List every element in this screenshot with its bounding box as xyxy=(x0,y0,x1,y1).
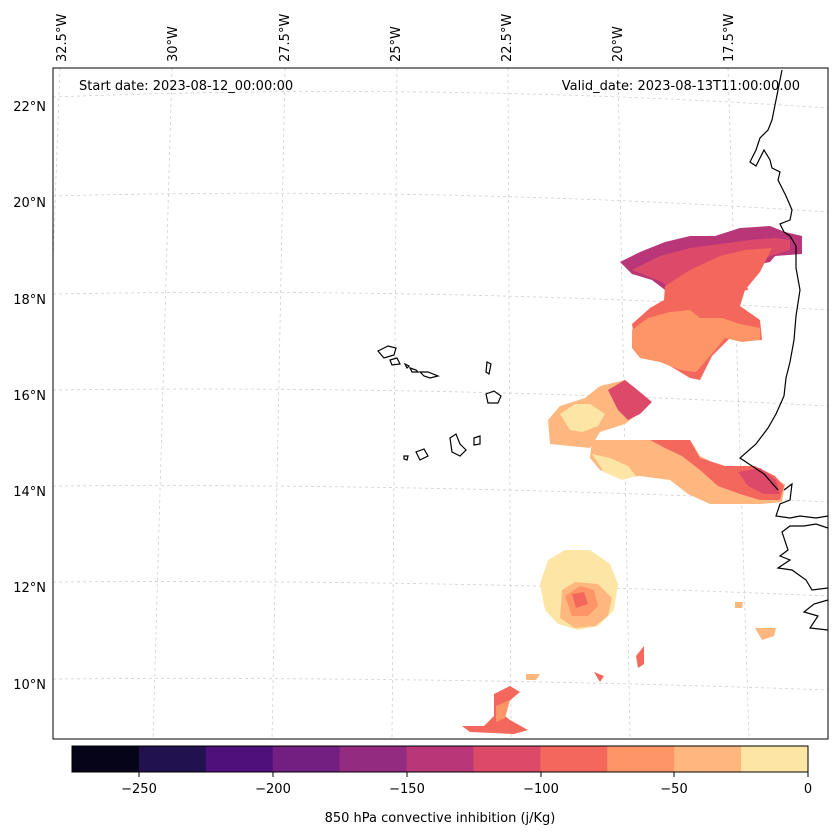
cin-patch-bottom-red xyxy=(462,686,528,734)
parallel-10n xyxy=(53,678,828,691)
cin-patch-mid-west-red xyxy=(608,380,652,420)
valid-date-label: Valid_date: 2023-08-13T11:00:00.00 xyxy=(562,79,800,94)
colorbar-tick-label: −50 xyxy=(660,782,687,797)
colorbar-swatch xyxy=(607,746,675,772)
africa-coast-north xyxy=(739,69,801,491)
cin-patch-small-5 xyxy=(594,672,604,682)
lat-label-20n: 20°N xyxy=(13,196,46,211)
meridian-27-5w xyxy=(271,68,286,739)
colorbar-swatch xyxy=(674,746,742,772)
parallel-12n xyxy=(53,581,828,597)
cin-patch-bottom-orange xyxy=(496,700,510,722)
colorbar-label: 850 hPa convective inhibition (j/Kg) xyxy=(325,811,556,826)
graticule xyxy=(53,68,828,739)
colorbar-tick-label: −150 xyxy=(389,782,425,797)
colorbar-swatches xyxy=(72,746,809,772)
island-santa-luzia xyxy=(403,362,411,370)
lon-label-32-5w: 32.5°W xyxy=(55,14,70,62)
colorbar-tick-label: 0 xyxy=(804,782,812,797)
island-maio xyxy=(473,435,481,446)
cin-patch-mid-pale xyxy=(592,454,636,480)
meridian-20w xyxy=(617,68,631,739)
colorbar-swatch xyxy=(138,746,207,772)
colorbar-swatch xyxy=(540,746,608,772)
parallel-16n xyxy=(53,388,828,407)
cin-patch-small-4 xyxy=(526,674,540,680)
colorbar-swatch xyxy=(473,746,541,772)
island-brava xyxy=(403,455,409,461)
parallel-18n xyxy=(53,291,828,311)
lon-label-30w: 30°W xyxy=(166,26,181,62)
island-sal xyxy=(485,361,492,375)
parallel-20n xyxy=(53,192,828,213)
island-santiago xyxy=(449,433,467,457)
lat-label-12n: 12°N xyxy=(13,581,46,596)
lon-label-25w: 25°W xyxy=(389,26,404,62)
cin-patch-mid-west-pale xyxy=(560,404,605,432)
lat-label-14n: 14°N xyxy=(13,485,46,500)
colorbar-swatch xyxy=(272,746,341,772)
lat-label-10n: 10°N xyxy=(13,678,46,693)
colorbar-ticks xyxy=(138,772,809,777)
map-frame xyxy=(52,67,829,740)
island-sao-vicente xyxy=(389,357,401,366)
lat-labels: 22°N 20°N 18°N 16°N 14°N 12°N 10°N xyxy=(13,100,46,693)
map-area xyxy=(53,68,828,739)
lat-label-18n: 18°N xyxy=(13,293,46,308)
meridian-30w xyxy=(152,68,173,739)
colorbar-tick-label: −250 xyxy=(121,782,157,797)
meridian-32-5w xyxy=(53,68,61,261)
colorbar-tick-label: −200 xyxy=(255,782,291,797)
colorbar-tick-labels: −250 −200 −150 −100 −50 0 xyxy=(121,782,812,797)
colorbar-swatch xyxy=(406,746,474,772)
parallel-22n xyxy=(53,91,828,109)
cin-patch-mid-band-pink xyxy=(738,468,780,494)
cin-patch-north-hole xyxy=(732,276,748,292)
meridian-17-5w xyxy=(727,68,750,739)
africa-coast-south xyxy=(775,482,828,631)
lon-labels: 32.5°W 30°W 27.5°W 25°W 22.5°W 20°W 17.5… xyxy=(55,14,737,62)
lon-label-17-5w: 17.5°W xyxy=(722,14,737,62)
cin-patch-north-light xyxy=(632,310,760,372)
colorbar-tick-label: −100 xyxy=(523,782,559,797)
cin-patch-south-core xyxy=(572,592,588,608)
cin-patch-small-3 xyxy=(636,646,644,668)
island-boa-vista xyxy=(485,390,502,404)
lat-label-16n: 16°N xyxy=(13,389,46,404)
colorbar-frame xyxy=(71,745,809,773)
lat-label-22n: 22°N xyxy=(13,100,46,115)
colorbar-swatch xyxy=(72,746,140,772)
lon-label-22-5w: 22.5°W xyxy=(500,14,515,62)
island-sao-nicolau xyxy=(408,366,420,373)
cin-patch-small-1 xyxy=(735,602,743,608)
colorbar-swatch xyxy=(339,746,408,772)
island-fogo xyxy=(415,448,429,461)
lon-label-27-5w: 27.5°W xyxy=(278,14,293,62)
start-date-label: Start date: 2023-08-12_00:00:00 xyxy=(79,79,293,94)
cin-patch-small-2 xyxy=(755,628,776,640)
coastline xyxy=(377,69,828,631)
lon-label-20w: 20°W xyxy=(611,26,626,62)
colorbar-swatch xyxy=(741,746,809,772)
island-santo-antao xyxy=(377,345,397,359)
cin-contours xyxy=(462,226,802,734)
colorbar-swatch xyxy=(205,746,274,772)
colorbar: −250 −200 −150 −100 −50 0 850 hPa convec… xyxy=(71,745,812,826)
meridian-22-5w xyxy=(507,68,512,739)
island-west-small xyxy=(418,371,440,379)
parallel-14n xyxy=(53,485,828,503)
meridian-25w xyxy=(391,68,398,739)
